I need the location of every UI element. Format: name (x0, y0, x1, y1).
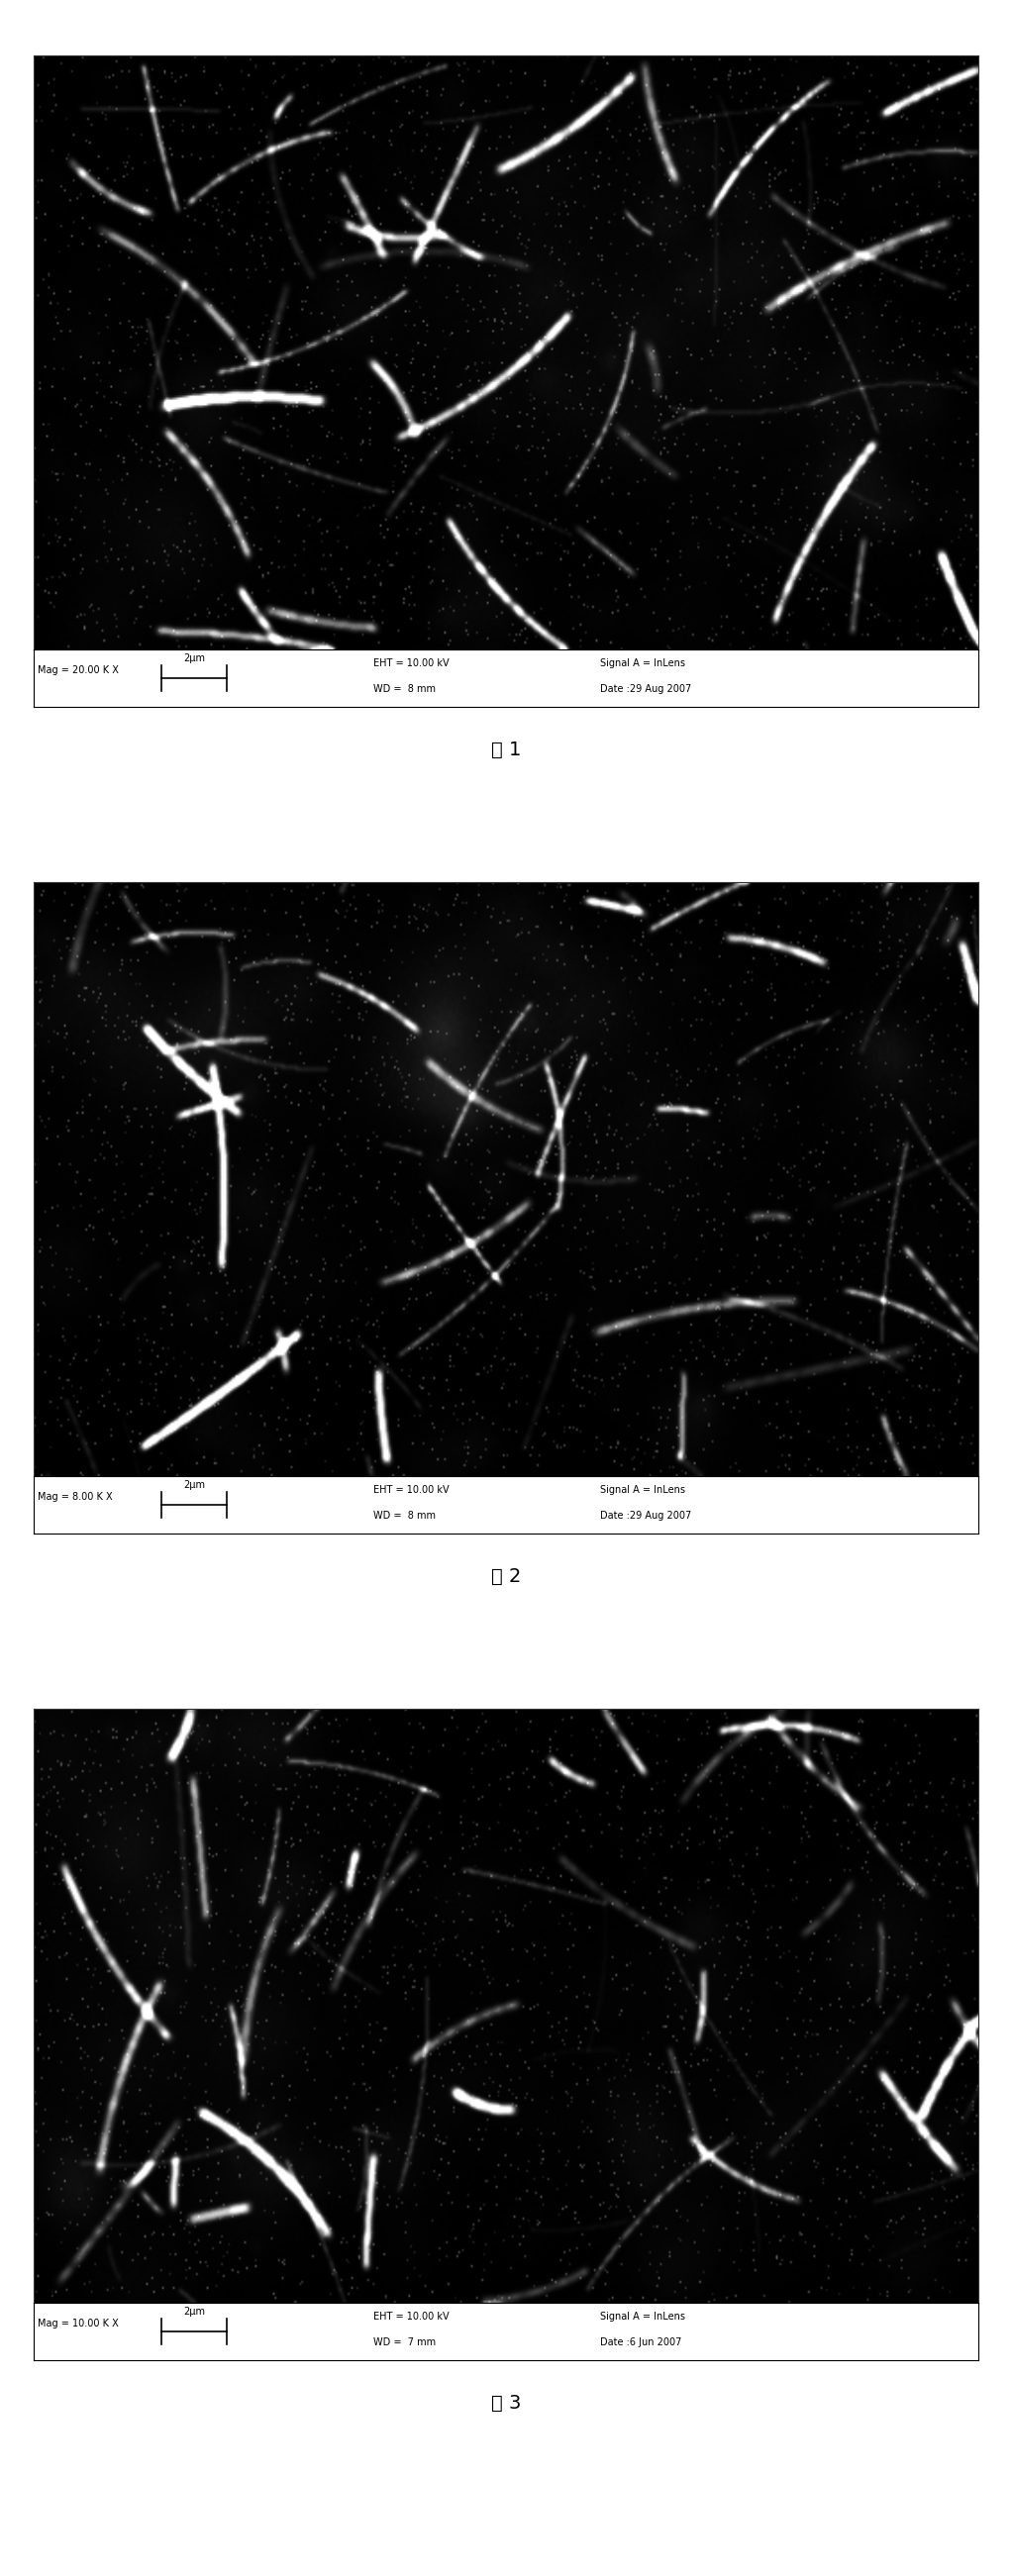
Text: EHT = 10.00 kV: EHT = 10.00 kV (373, 2311, 449, 2321)
Text: Mag = 20.00 K X: Mag = 20.00 K X (38, 665, 119, 675)
Text: 2μm: 2μm (183, 1481, 205, 1489)
Text: 图 1: 图 1 (491, 739, 521, 760)
Text: Signal A = InLens: Signal A = InLens (600, 657, 686, 667)
Text: 图 3: 图 3 (491, 2393, 521, 2411)
Text: Date :29 Aug 2007: Date :29 Aug 2007 (600, 1510, 692, 1520)
Text: Mag = 10.00 K X: Mag = 10.00 K X (38, 2318, 119, 2329)
Text: WD =  8 mm: WD = 8 mm (373, 1510, 436, 1520)
Text: WD =  7 mm: WD = 7 mm (373, 2336, 436, 2347)
Text: EHT = 10.00 kV: EHT = 10.00 kV (373, 1484, 449, 1494)
Text: Date :6 Jun 2007: Date :6 Jun 2007 (600, 2336, 682, 2347)
Text: WD =  8 mm: WD = 8 mm (373, 683, 436, 693)
Text: 图 2: 图 2 (491, 1566, 521, 1587)
Text: 2μm: 2μm (183, 2306, 205, 2316)
Text: 2μm: 2μm (183, 654, 205, 662)
Text: Signal A = InLens: Signal A = InLens (600, 2311, 686, 2321)
Text: EHT = 10.00 kV: EHT = 10.00 kV (373, 657, 449, 667)
Text: Mag = 8.00 K X: Mag = 8.00 K X (38, 1492, 113, 1502)
Text: Date :29 Aug 2007: Date :29 Aug 2007 (600, 683, 692, 693)
Text: Signal A = InLens: Signal A = InLens (600, 1484, 686, 1494)
